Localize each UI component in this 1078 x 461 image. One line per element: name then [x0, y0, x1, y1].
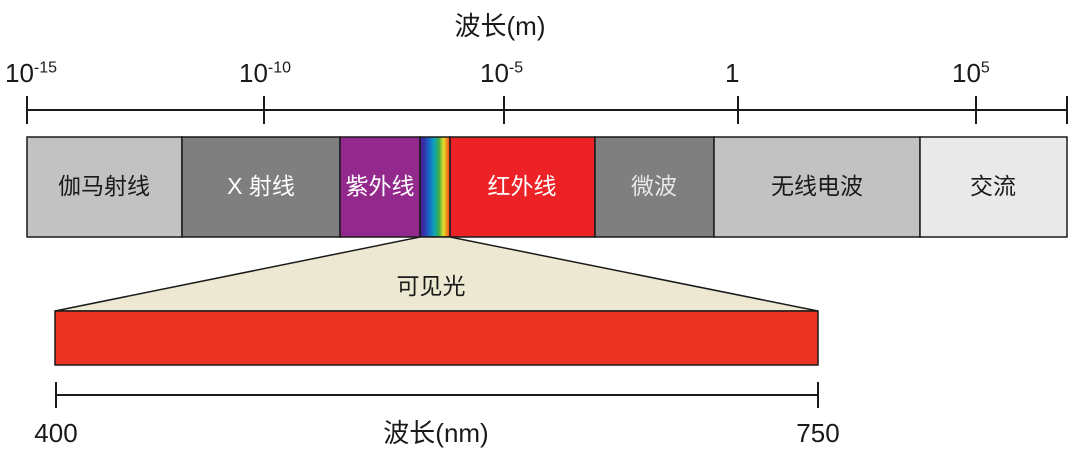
svg-text:波长(nm): 波长(nm): [383, 418, 488, 448]
svg-text:微波: 微波: [631, 173, 677, 199]
svg-text:X 射线: X 射线: [227, 173, 295, 199]
svg-text:紫外线: 紫外线: [346, 173, 415, 199]
svg-text:400: 400: [34, 418, 77, 448]
svg-text:红外线: 红外线: [488, 173, 557, 199]
svg-text:交流: 交流: [970, 173, 1016, 199]
svg-text:无线电波: 无线电波: [771, 173, 863, 199]
svg-text:伽马射线: 伽马射线: [58, 173, 150, 199]
svg-text:750: 750: [796, 418, 839, 448]
svg-text:可见光: 可见光: [397, 273, 466, 299]
